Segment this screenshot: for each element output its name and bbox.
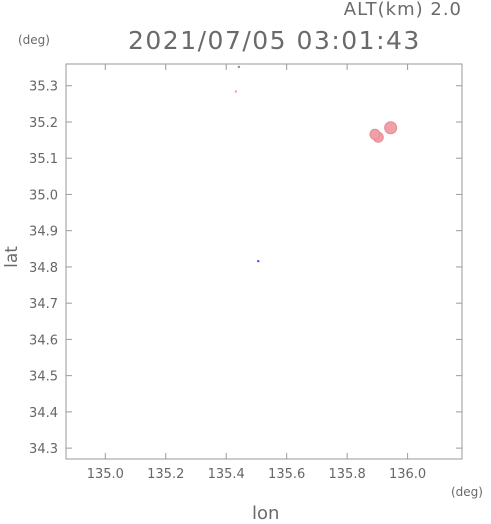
plot-frame xyxy=(65,63,463,460)
timestamp-title: 2021/07/05 03:01:43 xyxy=(128,26,421,55)
y-tick-label: 34.8 xyxy=(29,261,58,276)
data-point xyxy=(234,90,238,93)
x-axis-unit: (deg) xyxy=(451,485,483,499)
y-tick-label: 34.7 xyxy=(29,297,58,312)
y-tick-label: 35.0 xyxy=(29,188,58,203)
data-point xyxy=(369,128,381,140)
x-tick-label: 135.4 xyxy=(208,467,245,482)
y-axis-unit: (deg) xyxy=(18,33,50,47)
x-tick-label: 135.6 xyxy=(268,467,305,482)
x-axis-label: lon xyxy=(252,503,280,524)
y-tick-label: 35.3 xyxy=(29,80,58,95)
x-tick-label: 136.0 xyxy=(389,467,426,482)
y-tick-label: 35.2 xyxy=(29,116,58,131)
y-tick-label: 34.4 xyxy=(29,406,58,421)
y-tick-label: 34.9 xyxy=(29,225,58,240)
x-tick-label: 135.0 xyxy=(87,467,124,482)
points-layer xyxy=(234,65,398,263)
data-point xyxy=(384,121,398,135)
y-tick-label: 34.5 xyxy=(29,370,58,385)
altitude-label: ALT(km) 2.0 xyxy=(343,0,462,20)
y-tick-label: 34.3 xyxy=(29,442,58,457)
y-tick-label: 35.1 xyxy=(29,152,58,167)
ticks-layer: 135.0 135.2 135.4 135.6 135.8 136.0 34.3 34.4 34… xyxy=(29,64,462,482)
x-tick-label: 135.2 xyxy=(147,467,184,482)
data-point xyxy=(237,65,241,69)
y-tick-label: 34.6 xyxy=(29,333,58,348)
data-point xyxy=(257,259,260,263)
x-tick-label: 135.8 xyxy=(329,467,366,482)
